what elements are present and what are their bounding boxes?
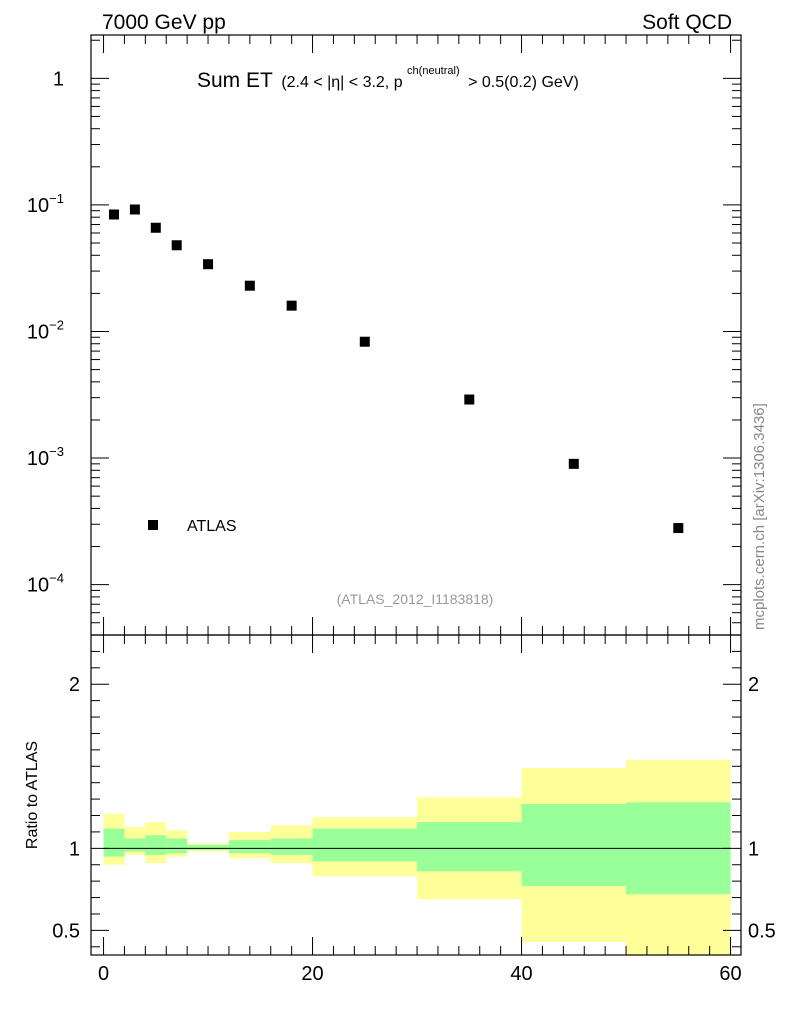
ratio-band-inner: [228, 840, 271, 854]
x-tick-label: 40: [510, 963, 532, 985]
main-y-tick-label: 1: [53, 68, 64, 90]
ratio-y-tick-label-left: 1: [69, 838, 80, 860]
data-point: [108, 209, 119, 220]
ratio-frame: [90, 634, 742, 956]
x-tick-label: 60: [719, 963, 741, 985]
legend-marker: [148, 520, 158, 530]
ratio-panel: 0.5 0.51 12 20 20 40 60 Ratio to ATLAS: [24, 634, 776, 985]
main-y-tick-label: 10−2: [27, 317, 64, 343]
analysis-ref: (ATLAS_2012_I1183818): [337, 591, 494, 607]
main-y-ticks: [91, 35, 741, 636]
data-point: [244, 280, 255, 291]
chart-title: Sum ET (2.4 < |η| < 3.2, p ch(neutral) >…: [197, 61, 579, 92]
ratio-band-inner: [270, 838, 313, 855]
data-point: [568, 458, 579, 469]
data-point: [464, 394, 475, 405]
ratio-ticks: [91, 635, 741, 955]
chart-title-sup: ch(neutral): [407, 65, 460, 77]
ratio-band-inner: [417, 822, 522, 872]
atlas-data-points: [108, 204, 684, 534]
data-point: [171, 240, 182, 251]
ratio-y-tick-label-left: 2: [69, 674, 80, 696]
legend-label: ATLAS: [187, 518, 237, 535]
ratio-band-inner: [124, 838, 146, 852]
legend: ATLAS: [148, 518, 237, 535]
header-left: 7000 GeV pp: [102, 11, 226, 34]
ratio-band-inner: [166, 838, 188, 854]
main-y-tick-label: 10−4: [27, 571, 64, 597]
chart-title-cond-2: > 0.5(0.2) GeV): [468, 74, 579, 91]
header-right: Soft QCD: [642, 11, 732, 34]
ratio-tick-labels: 0.5 0.51 12 20 20 40 60: [52, 674, 776, 985]
ratio-y-tick-label-right: 0.5: [748, 920, 776, 942]
data-point: [129, 204, 140, 215]
main-y-tick-label: 10−1: [27, 191, 64, 217]
chart-title-main: Sum ET: [197, 69, 273, 92]
ratio-y-label: Ratio to ATLAS: [24, 741, 41, 849]
main-frame: [90, 34, 742, 636]
main-y-tick-labels: 1 10−1 10−2 10−3 10−4: [27, 68, 64, 596]
x-tick-label: 20: [301, 963, 323, 985]
ratio-y-tick-label-right: 2: [748, 674, 759, 696]
ratio-y-tick-label-right: 1: [748, 838, 759, 860]
data-point: [673, 523, 684, 534]
main-panel: 1 10−1 10−2 10−3 10−4 Sum ET (2.4 < |η| < 3.…: [27, 34, 742, 636]
ratio-band-inner: [103, 828, 125, 857]
watermark: mcplots.cern.ch [arXiv:1306.3436]: [751, 403, 768, 630]
data-point: [150, 222, 161, 233]
ratio-band-inner: [521, 804, 627, 887]
ratio-band-inner: [145, 835, 167, 855]
ratio-band-inner: [187, 845, 229, 850]
chart-title-cond-1: (2.4 < |η| < 3.2, p: [281, 74, 402, 91]
data-point: [359, 336, 370, 347]
x-tick-label: 0: [98, 963, 109, 985]
ratio-band-inner: [312, 828, 418, 862]
data-point: [203, 259, 214, 270]
data-point: [286, 300, 297, 311]
ratio-y-tick-label-left: 0.5: [52, 920, 80, 942]
main-y-tick-label: 10−3: [27, 444, 64, 470]
ratio-bands: [103, 759, 731, 955]
